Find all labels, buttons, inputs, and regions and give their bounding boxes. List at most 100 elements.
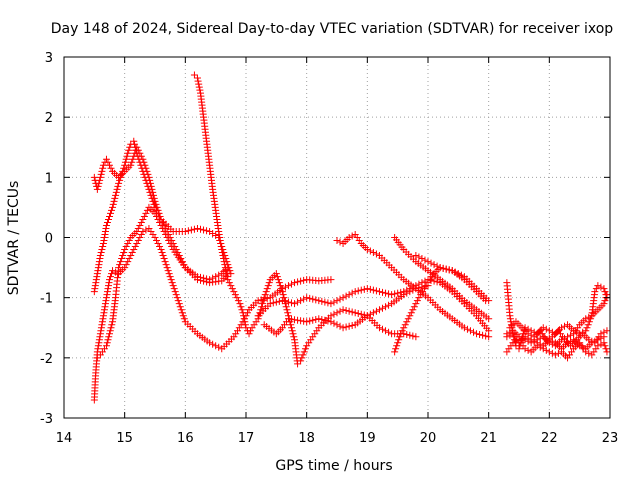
data-point xyxy=(179,312,187,320)
data-point xyxy=(98,167,106,175)
data-point xyxy=(600,333,608,341)
data-point xyxy=(476,331,484,339)
data-point xyxy=(106,161,113,169)
data-point xyxy=(524,346,532,354)
data-point xyxy=(333,297,341,305)
data-point xyxy=(515,345,523,353)
data-point xyxy=(212,342,220,350)
data-point xyxy=(348,321,356,329)
data-point xyxy=(294,316,302,324)
y-axis-label: SDTVAR / TECUs xyxy=(6,181,22,296)
data-point xyxy=(415,253,423,261)
data-point xyxy=(357,310,365,318)
data-point xyxy=(410,303,418,311)
data-point xyxy=(445,266,453,274)
data-point xyxy=(284,282,292,290)
data-point xyxy=(112,191,120,199)
data-point xyxy=(209,340,217,348)
data-point xyxy=(97,324,105,332)
data-point xyxy=(284,309,292,317)
data-point xyxy=(330,310,338,318)
data-point xyxy=(128,249,136,257)
data-point xyxy=(379,288,386,296)
data-point xyxy=(100,234,108,241)
data-point xyxy=(327,318,335,326)
data-point xyxy=(339,294,347,302)
data-point xyxy=(156,243,164,251)
data-point xyxy=(96,252,104,260)
data-point xyxy=(291,300,299,308)
y-tick-labels: -3 -2 -1 0 1 2 3 xyxy=(40,51,53,427)
data-point xyxy=(227,282,235,290)
data-point xyxy=(234,297,242,305)
data-point xyxy=(174,297,182,305)
chart-title: Day 148 of 2024, Sidereal Day-to-day VTE… xyxy=(51,21,614,37)
data-point xyxy=(457,271,465,279)
data-point xyxy=(548,349,556,357)
data-point xyxy=(100,309,108,317)
data-point xyxy=(101,227,109,235)
data-point xyxy=(108,206,116,214)
data-point xyxy=(91,282,99,290)
data-point xyxy=(585,336,593,344)
data-point xyxy=(195,80,203,88)
data-point xyxy=(104,215,112,223)
data-point xyxy=(600,285,608,293)
data-point xyxy=(309,316,317,324)
data-point xyxy=(509,339,517,347)
data-point xyxy=(95,336,103,344)
data-point xyxy=(336,295,344,303)
data-point xyxy=(139,215,147,223)
data-point xyxy=(333,237,341,245)
data-point xyxy=(145,173,153,181)
data-point xyxy=(156,218,164,226)
data-point xyxy=(294,298,302,306)
data-point xyxy=(300,295,308,303)
data-point xyxy=(297,357,305,365)
data-point xyxy=(539,324,547,332)
data-point xyxy=(342,323,350,331)
data-point xyxy=(412,333,420,341)
data-point xyxy=(148,185,156,193)
data-point xyxy=(94,345,102,353)
data-point xyxy=(115,264,123,272)
data-point xyxy=(215,271,223,279)
data-point xyxy=(299,351,307,359)
data-point xyxy=(153,237,161,245)
data-point xyxy=(215,343,223,351)
data-point xyxy=(430,261,438,269)
data-point xyxy=(315,297,323,305)
data-point xyxy=(585,318,593,326)
data-point xyxy=(506,315,514,323)
data-point xyxy=(294,360,302,368)
data-point xyxy=(107,273,115,281)
data-point xyxy=(153,212,161,220)
data-point xyxy=(548,337,556,345)
data-point xyxy=(375,324,383,332)
data-point xyxy=(101,303,109,311)
data-point xyxy=(143,206,151,214)
data-point xyxy=(137,218,145,226)
data-point xyxy=(288,299,295,307)
data-point xyxy=(158,249,166,257)
data-point xyxy=(603,348,611,356)
data-point xyxy=(400,291,408,299)
data-point xyxy=(393,342,401,350)
data-point xyxy=(594,336,602,344)
data-point xyxy=(391,290,399,298)
data-point xyxy=(98,321,106,329)
data-point xyxy=(94,267,102,275)
data-point xyxy=(218,249,226,257)
data-point xyxy=(240,312,248,320)
data-point xyxy=(151,234,159,241)
data-point xyxy=(591,288,599,296)
data-point xyxy=(262,288,270,296)
data-point xyxy=(181,227,189,235)
data-point xyxy=(585,349,593,357)
data-point xyxy=(164,267,172,275)
data-point xyxy=(482,332,490,340)
data-point xyxy=(95,179,103,187)
data-point xyxy=(330,319,338,327)
data-point xyxy=(98,318,106,326)
data-point xyxy=(222,267,230,275)
